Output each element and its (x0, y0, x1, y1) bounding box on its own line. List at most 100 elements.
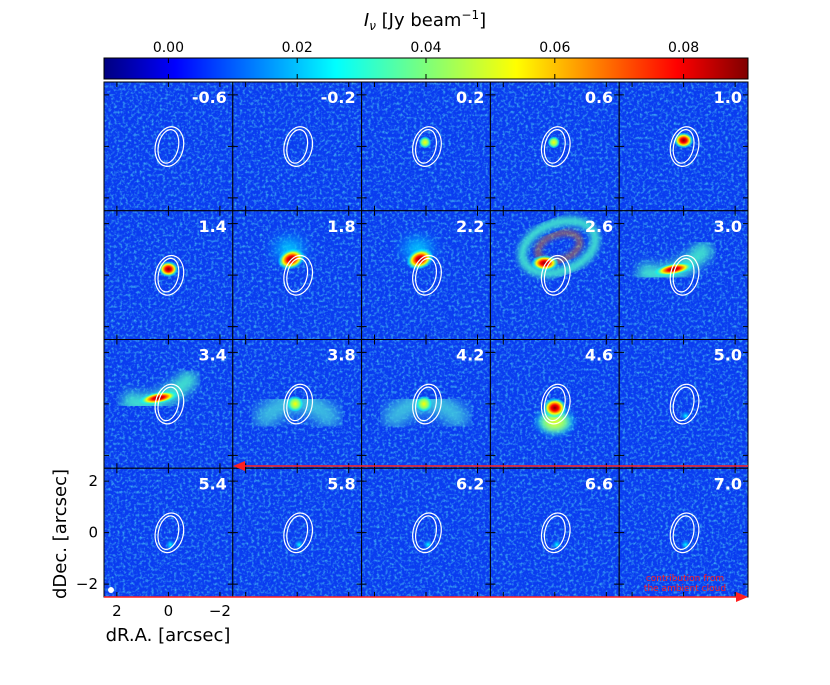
channel-panel: 1.0 (618, 81, 749, 212)
channel-panel: 3.0 (618, 210, 749, 340)
channel-panel: 0.2 (361, 81, 491, 212)
panel-ticks (104, 468, 233, 597)
panel-ticks (232, 468, 362, 597)
panel-ticks (619, 210, 748, 340)
channel-panel: 4.6 (489, 339, 620, 469)
contour (283, 254, 314, 296)
panel-velocity-label: 5.8 (327, 474, 355, 493)
panel-velocity-label: 2.2 (456, 217, 484, 236)
emission (158, 261, 179, 278)
colorbar-tick-label: 0.06 (539, 40, 570, 56)
emission (551, 539, 562, 550)
panel-ticks (619, 468, 748, 597)
contour (669, 254, 700, 296)
contour (540, 126, 571, 167)
beam-marker (108, 587, 114, 593)
panel-noise (104, 82, 233, 211)
colorbar-tick-label: 0.04 (410, 40, 441, 56)
contour (412, 126, 442, 167)
panel-velocity-label: 0.2 (456, 88, 484, 107)
upper-arrow-head (233, 461, 245, 471)
panel-velocity-label: 4.2 (456, 346, 484, 365)
channel-panel: -0.6 (103, 81, 234, 212)
x-tick-label: 2 (112, 602, 122, 620)
channel-panel: 6.2 (361, 467, 491, 598)
emission (673, 132, 694, 149)
panel-noise (490, 468, 620, 597)
panel-noise (619, 468, 748, 597)
colorbar: Iν [Jy beam−1] 0.00 0.02 0.04 0.06 0.08 (103, 8, 749, 80)
panel-velocity-label: 4.6 (585, 346, 613, 365)
channel-panel: 5.8 (232, 467, 363, 598)
panel-velocity-label: 3.0 (714, 217, 742, 236)
panel-noise (232, 82, 362, 211)
contour (154, 383, 185, 425)
contour (412, 512, 442, 554)
panel-ticks (104, 339, 233, 469)
emission (380, 391, 472, 431)
panel-velocity-label: 6.2 (456, 474, 484, 493)
panel-velocity-label: 3.4 (198, 346, 226, 365)
axes: dR.A. [arcsec] dDec. [arcsec] 2 0 −2 2 0 −2 (50, 469, 231, 646)
emission (165, 539, 176, 550)
panel-ticks (490, 210, 620, 340)
contour (540, 512, 571, 554)
panel-ticks (490, 468, 620, 597)
panel-noise (104, 468, 233, 597)
panel-velocity-label: 1.0 (714, 88, 742, 107)
panel-ticks (361, 82, 491, 211)
contour (283, 512, 314, 554)
channel-panel: 3.8 (232, 339, 363, 469)
panel-ticks (232, 82, 362, 211)
colorbar-tick-label: 0.00 (153, 40, 184, 56)
emission (251, 391, 343, 431)
colorbar-ticks: 0.00 0.02 0.04 0.06 0.08 (153, 40, 699, 79)
channel-panel: -0.2 (232, 81, 363, 212)
contour (540, 254, 571, 296)
colorbar-label: Iν [Jy beam−1] (364, 8, 486, 33)
panel-ticks (361, 468, 491, 597)
contour (669, 383, 700, 425)
contour (154, 126, 185, 167)
panel-velocity-label: 1.4 (198, 217, 226, 236)
panel-ticks (104, 210, 233, 340)
panel-noise (232, 210, 362, 340)
panel-noise (232, 468, 362, 597)
channel-panel: 2.2 (361, 210, 491, 340)
y-tick-label: 2 (88, 472, 98, 490)
colorbar-tick-label: 0.08 (668, 40, 699, 56)
emission (534, 397, 575, 436)
channel-panel: 3.4 (103, 339, 234, 469)
channel-panel: 5.4 (103, 467, 234, 598)
emission (547, 136, 560, 149)
emission (419, 136, 431, 149)
panel-velocity-label: 5.4 (198, 474, 226, 493)
emission (423, 539, 433, 550)
emission (517, 216, 600, 278)
panel-velocity-label: 5.0 (714, 346, 742, 365)
annotation-text-line1: contribution from (646, 574, 724, 584)
contour (154, 512, 185, 554)
x-axis-label: dR.A. [arcsec] (106, 625, 231, 646)
contour (283, 126, 314, 167)
x-tick-label: −2 (209, 602, 231, 620)
panel-velocity-label: 0.6 (585, 88, 613, 107)
contour (283, 383, 314, 425)
panel-velocity-label: 3.8 (327, 346, 355, 365)
channel-panel: 6.6 (489, 467, 620, 598)
channel-panel: 7.0 (618, 467, 749, 598)
y-tick-label: 0 (88, 524, 98, 542)
channel-panel: 2.6 (489, 210, 620, 340)
y-axis-label: dDec. [arcsec] (50, 469, 71, 599)
panel-velocity-label: 6.6 (585, 474, 613, 493)
emission (680, 539, 691, 550)
panel-ticks (232, 210, 362, 340)
panel-ticks (104, 82, 233, 211)
panel-noise (361, 468, 491, 597)
panel-velocity-label: 7.0 (714, 474, 742, 493)
contour (412, 383, 442, 425)
panel-ticks (490, 82, 620, 211)
channel-panel: 1.4 (103, 210, 234, 340)
contour (154, 254, 185, 296)
